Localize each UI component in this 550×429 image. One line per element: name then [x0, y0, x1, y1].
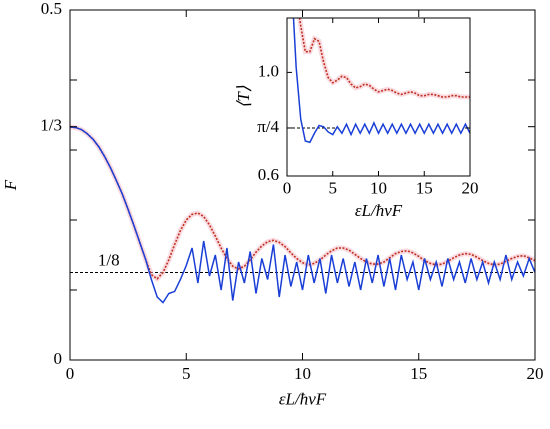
y-tick-label: 0 [54, 349, 63, 368]
x-tick-label: 10 [370, 178, 387, 197]
x-tick-label: 10 [294, 364, 311, 383]
y-axis-label: ⟨T⟩ [234, 85, 253, 108]
x-tick-label: 5 [182, 364, 191, 383]
x-axis-label: εL/ħvF [355, 201, 403, 220]
y-tick-label: π/4 [257, 117, 279, 136]
series-line [70, 126, 535, 280]
series-line [70, 126, 535, 304]
y-tick-label: 1.0 [258, 61, 279, 80]
y-tick-label: 0.6 [258, 165, 279, 184]
x-tick-label: 15 [416, 178, 433, 197]
series-line [292, 18, 470, 144]
y-tick-label: 1/3 [40, 116, 62, 135]
y-axis-label: F [1, 179, 20, 191]
x-axis-label: εL/ħvF [279, 390, 327, 409]
x-tick-label: 20 [462, 178, 479, 197]
x-tick-label: 15 [410, 364, 427, 383]
x-tick-label: 0 [283, 178, 292, 197]
x-tick-label: 5 [329, 178, 338, 197]
x-tick-label: 0 [66, 364, 75, 383]
series-line [298, 18, 470, 98]
reference-label: 1/8 [98, 250, 120, 269]
x-tick-label: 20 [527, 364, 544, 383]
y-tick-label: 0.5 [41, 0, 62, 18]
